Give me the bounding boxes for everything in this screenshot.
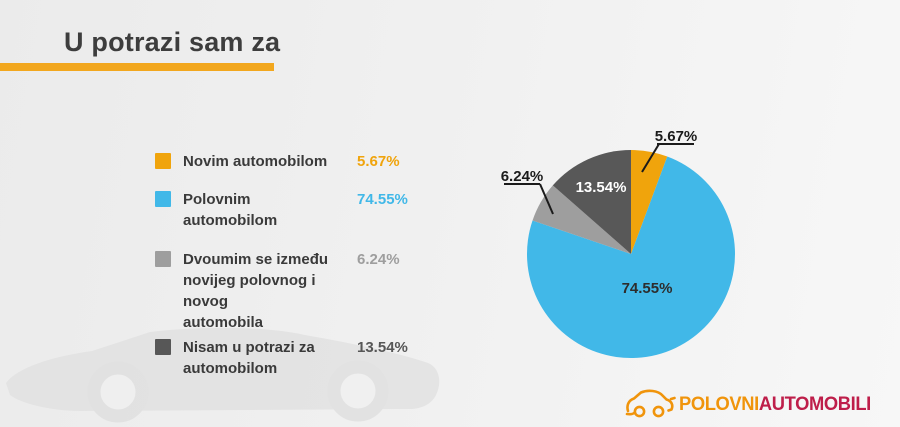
- legend-label: Novim automobilom: [183, 153, 328, 170]
- legend-value: 13.54%: [357, 339, 408, 356]
- car-watermark: [6, 327, 440, 423]
- legend-item-nisam: Nisam u potrazi za automobilom 13.54%: [155, 337, 425, 379]
- legend-item-dvoumim: Dvoumim se između novijeg polovnog i nov…: [155, 249, 425, 333]
- legend-label: Nisam u potrazi za automobilom: [183, 339, 315, 377]
- legend-label: Polovnim automobilom: [183, 191, 278, 229]
- brand-wordmark: POLOVNIAUTOMOBILI: [679, 393, 871, 416]
- pie-slice-label: 74.55%: [622, 280, 673, 297]
- legend-swatch: [155, 339, 171, 355]
- pie-label-leader-line: [539, 183, 554, 215]
- pie-slice: [552, 150, 631, 254]
- car-logo-icon: [625, 389, 676, 418]
- pie-slice-label: 13.54%: [576, 179, 627, 196]
- legend-swatch: [155, 153, 171, 169]
- legend-item-polovnim: Polovnim automobilom 74.55%: [155, 189, 425, 231]
- brand-logo: POLOVNIAUTOMOBILI: [625, 387, 883, 421]
- legend-item-novim: Novim automobilom 5.67%: [155, 151, 425, 172]
- car-watermark-rear-wheel: [87, 361, 149, 423]
- pie-slice: [526, 156, 735, 358]
- legend-value: 6.24%: [357, 251, 400, 268]
- legend-label: Dvoumim se između novijeg polovnog i nov…: [183, 251, 329, 331]
- pie-chart: 5.67% 74.55% 6.24% 13.54%: [501, 128, 735, 358]
- legend-value: 5.67%: [357, 153, 400, 170]
- legend-value: 74.55%: [357, 191, 408, 208]
- brand-polovni: POLOVNI: [678, 392, 759, 415]
- pie-slice-label: 6.24%: [501, 168, 544, 185]
- pie-label-leader-line: [641, 143, 660, 173]
- chart-legend: Novim automobilom 5.67% Polovnim automob…: [155, 151, 425, 379]
- car-watermark-front-wheel: [327, 360, 389, 422]
- page-title: U potrazi sam za: [64, 27, 281, 57]
- legend-swatch: [155, 251, 171, 267]
- brand-automobili: AUTOMOBILI: [758, 392, 871, 415]
- pie-slice: [532, 185, 631, 254]
- legend-swatch: [155, 191, 171, 207]
- pie-slice: [631, 150, 668, 254]
- pie-slice-label: 5.67%: [655, 128, 698, 145]
- title-underline: [0, 63, 274, 71]
